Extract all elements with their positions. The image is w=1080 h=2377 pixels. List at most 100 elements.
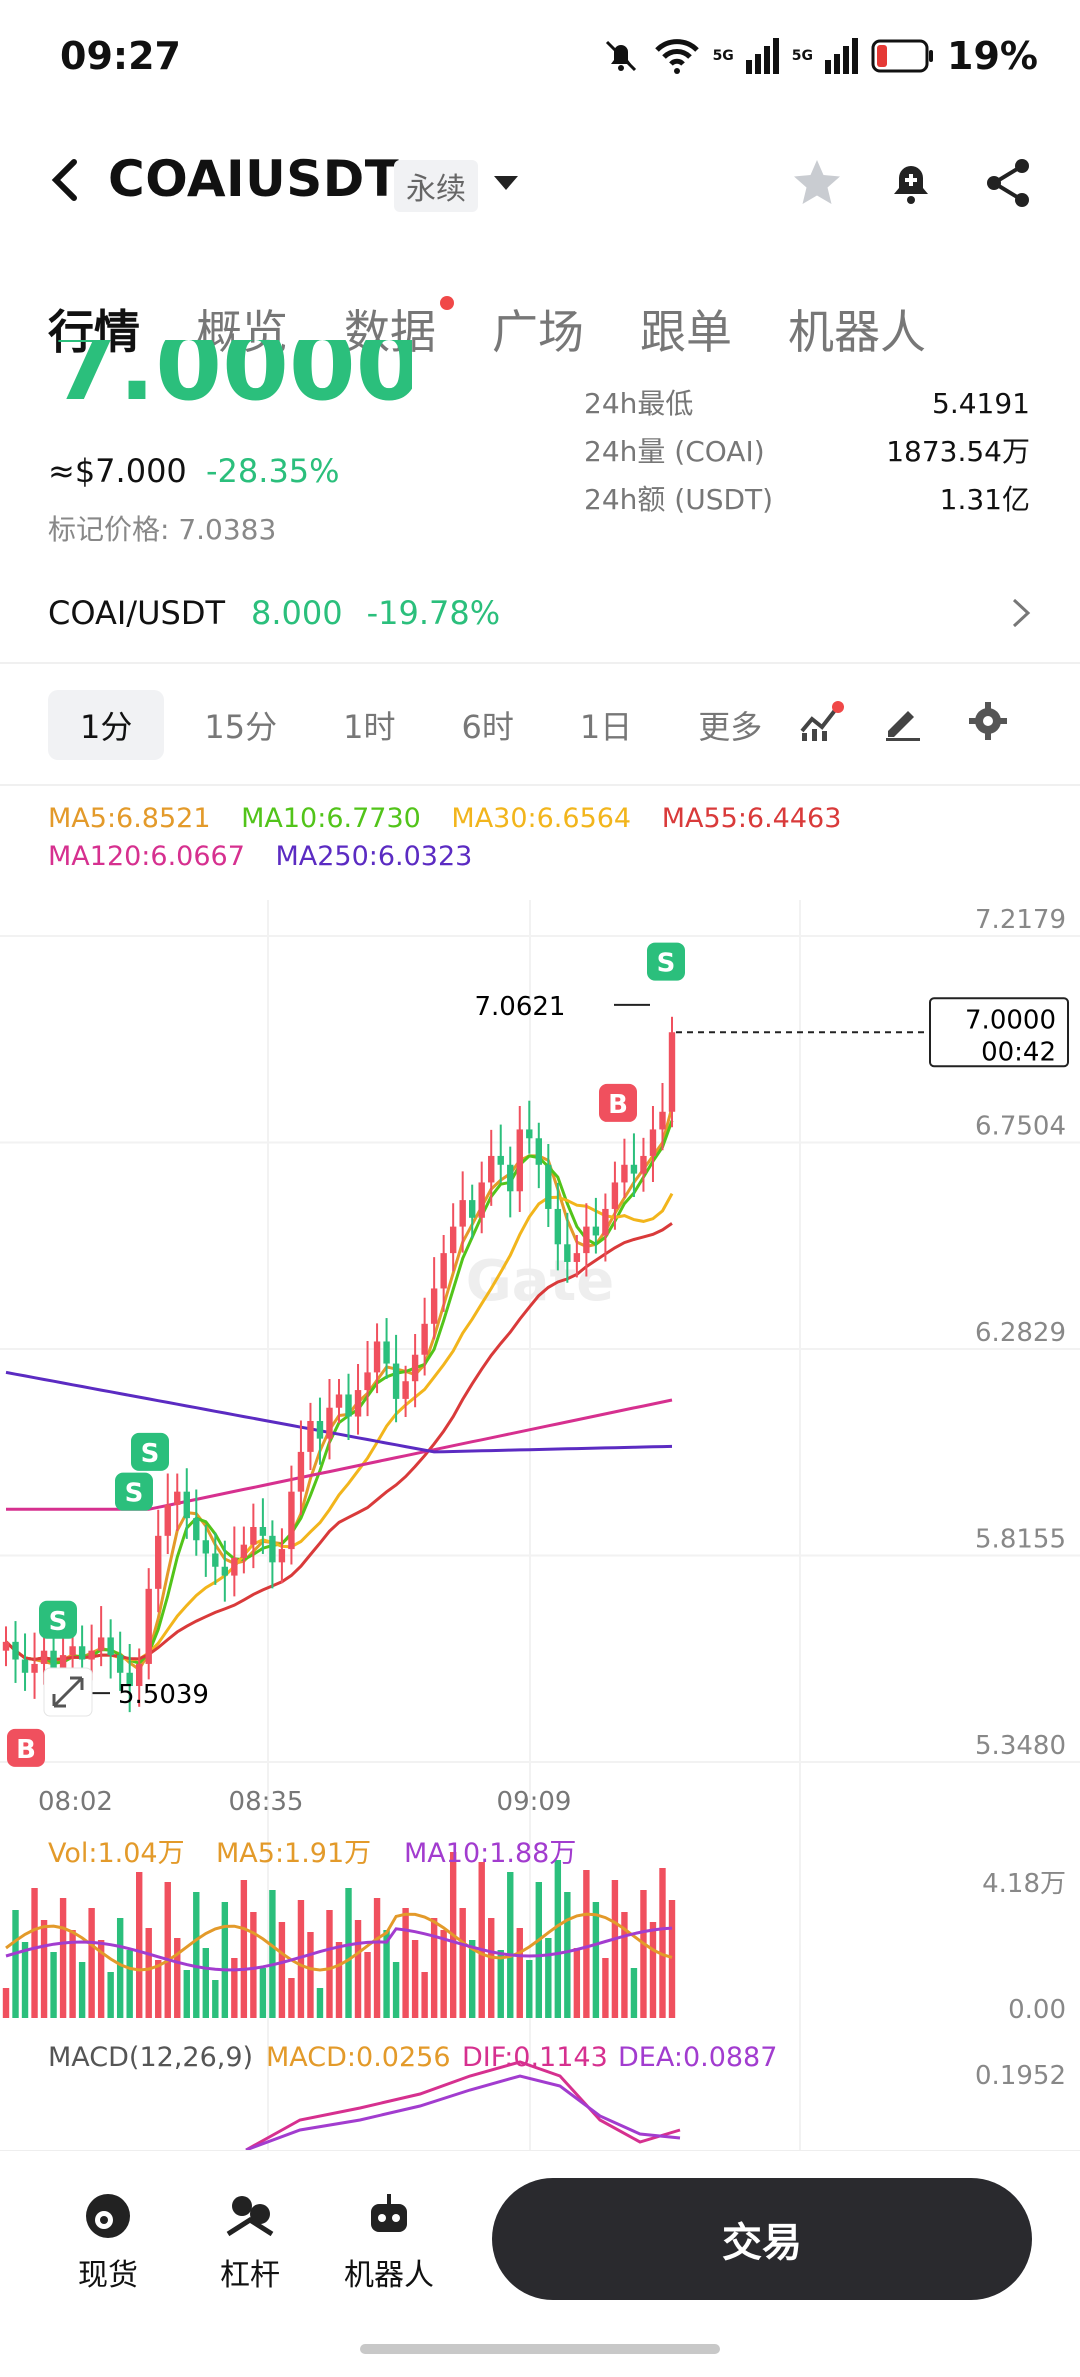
timeframe-6h[interactable]: 6时 [461, 708, 514, 746]
volume-bar [97, 1940, 105, 2018]
trade-mark-badge [7, 1728, 45, 1767]
volume-bar [126, 1950, 133, 2018]
ma55-label: MA55:6.4463 [661, 803, 842, 834]
last-price-tag: 7.0000 [965, 1005, 1056, 1035]
last-price-clip: 7.0000 [52, 340, 412, 420]
trade-button[interactable]: 交易 [492, 2178, 1032, 2300]
stat-label: 24h量 (COAI) [584, 435, 765, 468]
countdown: 00:42 [981, 1037, 1056, 1067]
volume-bar [297, 1900, 305, 2018]
candle-body [88, 1650, 95, 1660]
divider [0, 662, 1080, 664]
ma10-label: MA10:6.7730 [241, 803, 421, 834]
pencil-icon [886, 711, 921, 741]
candle-body [383, 1341, 390, 1364]
volume-bar [2, 1988, 10, 2018]
macd-title: MACD(12,26,9) [48, 2042, 253, 2073]
candle-body [155, 1535, 162, 1589]
candle-body [231, 1557, 238, 1576]
chart-settings-button[interactable] [968, 701, 1008, 749]
watermark: Gate [466, 1249, 615, 1314]
timeframe-more[interactable]: 更多 [698, 708, 763, 746]
nav-margin[interactable]: 杠杆 [220, 2190, 280, 2294]
last-price: 7.0000 [52, 340, 412, 420]
wifi-icon [654, 39, 699, 74]
volume-bar [592, 1902, 600, 2018]
candle-body [183, 1491, 190, 1519]
volume-bar [202, 1948, 209, 2018]
y-tick: 6.7504 [975, 1112, 1066, 1142]
volume-ma5: MA5:1.91万 [216, 1838, 371, 1869]
candle-body [668, 1032, 676, 1112]
volume-bar [440, 1930, 447, 2018]
candle-body [345, 1394, 352, 1417]
timeframe-1d[interactable]: 1日 [579, 708, 633, 746]
volume-bar [335, 1942, 343, 2018]
pair-dropdown[interactable] [492, 168, 520, 201]
candle-body [583, 1226, 590, 1254]
volume-bar [307, 1932, 314, 2018]
battery-percent: 19% [947, 34, 1038, 78]
candle-body [316, 1420, 324, 1439]
favorite-button[interactable] [790, 156, 844, 214]
volume-bar [174, 1938, 181, 2018]
candle-body [31, 1663, 38, 1673]
tab-overview[interactable]: 概览 [196, 305, 288, 359]
spot-pair: COAI/USDT [48, 594, 225, 632]
volume-bar [50, 1952, 57, 2018]
y-tick: 5.8155 [975, 1524, 1066, 1554]
candle-body [592, 1226, 600, 1236]
candle-body [373, 1341, 381, 1373]
back-button[interactable] [46, 150, 82, 222]
tab-robot[interactable]: 机器人 [788, 305, 926, 359]
mark-price: 标记价格: 7.0383 [48, 513, 277, 546]
ma-line [5, 1370, 673, 1454]
tab-market[interactable]: 行情 [48, 305, 140, 359]
pair-title[interactable]: COAIUSDT [108, 150, 400, 208]
volume-bar [507, 1872, 514, 2018]
trade-mark-label: S [49, 1607, 68, 1637]
draw-tool-button[interactable] [882, 701, 922, 749]
chevron-left-icon [51, 159, 77, 201]
candle-body [364, 1372, 371, 1391]
share-button[interactable] [982, 156, 1036, 214]
tab-copy-trading[interactable]: 跟单 [640, 305, 732, 359]
tab-square[interactable]: 广场 [492, 305, 584, 359]
volume-bar [535, 1882, 542, 2018]
volume-bar [31, 1888, 38, 2018]
timeframe-1h[interactable]: 1时 [343, 708, 396, 746]
stat-label: 24h额 (USDT) [584, 483, 774, 516]
candle-body [12, 1641, 19, 1660]
candle-body [107, 1637, 114, 1656]
volume-bar [316, 1988, 324, 2018]
tab-data[interactable]: 数据 [344, 296, 454, 362]
macd-value: MACD:0.0256 [266, 2042, 451, 2073]
volume-bars [2, 1852, 676, 2018]
volume-bar [649, 1922, 657, 2018]
price-alert-button[interactable] [884, 156, 938, 214]
indicator-button[interactable] [798, 701, 845, 749]
trade-mark-label: B [16, 1735, 36, 1765]
x-tick: 09:09 [497, 1787, 572, 1817]
last-price-box [929, 997, 1069, 1068]
expand-icon[interactable] [43, 1667, 93, 1717]
stat-row: 24h最低 5.4191 [584, 380, 1030, 428]
nav-robot[interactable]: 机器人 [344, 2190, 434, 2294]
ma5-label: MA5:6.8521 [48, 803, 211, 834]
volume-bar [193, 1892, 200, 2018]
candle-body [2, 1641, 10, 1651]
timeframe-15m[interactable]: 15分 [204, 708, 278, 746]
nav-spot[interactable]: 现货 [78, 2190, 138, 2294]
candle-body [449, 1226, 457, 1254]
kline-chart[interactable]: Gate 7.2179 6.7504 6.2829 5.8155 5.3480 08:0… [0, 880, 1080, 2150]
y-axis-labels: 7.2179 6.7504 6.2829 5.8155 5.3480 [975, 905, 1066, 1761]
macd-dea: DEA:0.0887 [618, 2042, 777, 2073]
volume-y-bottom: 0.00 [1008, 1995, 1066, 2025]
timeframe-bar: 1分 15分 1时 6时 1日 更多 [48, 690, 1008, 760]
gear-icon [969, 702, 1008, 740]
low-label: 5.5039 [118, 1680, 209, 1710]
spot-market-row[interactable]: COAI/USDT 8.000 -19.78% [48, 594, 1032, 632]
volume-bar [221, 1902, 229, 2018]
timeframe-1m[interactable]: 1分 [48, 690, 165, 760]
price-change: -28.35% [206, 452, 340, 490]
